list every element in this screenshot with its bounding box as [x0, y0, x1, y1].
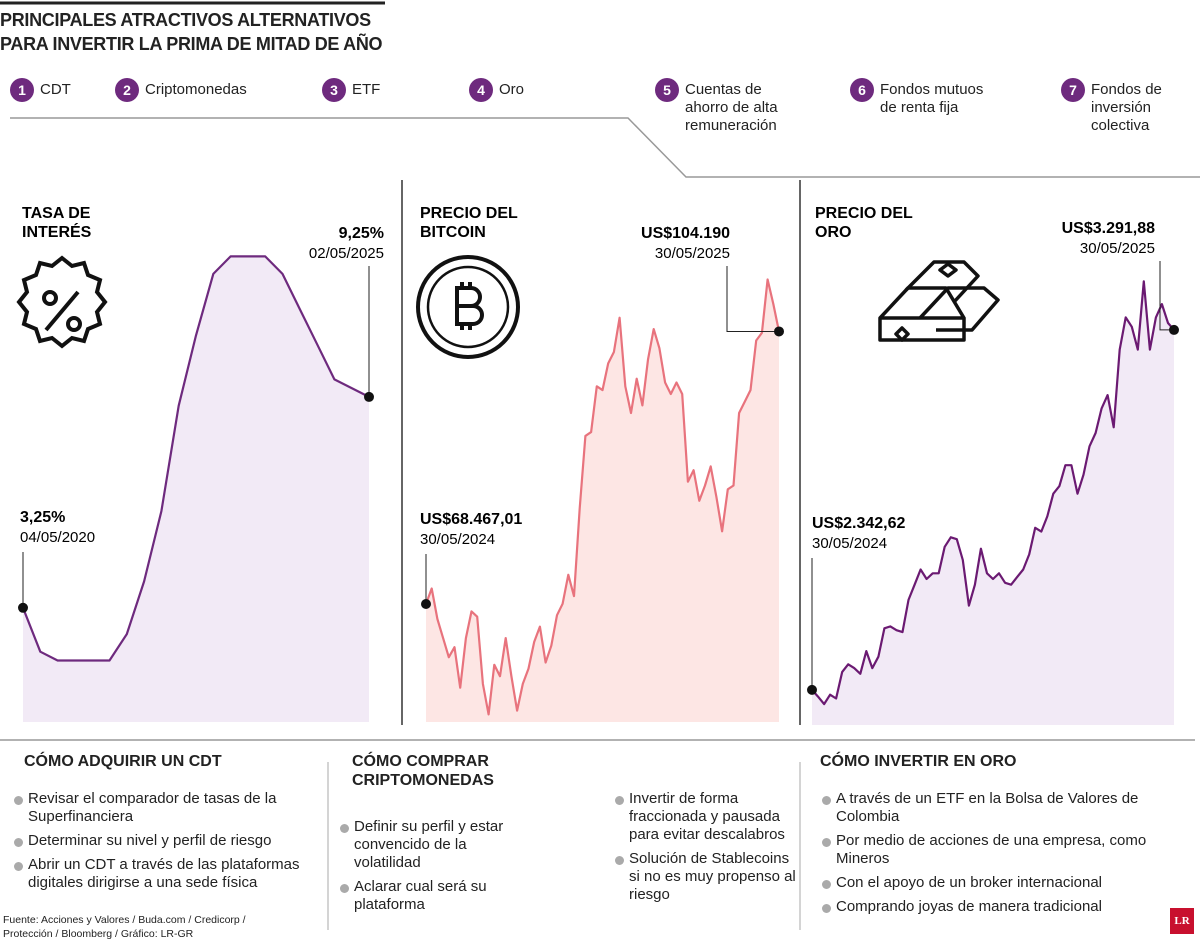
line: [21, 255, 370, 662]
end-dot: [18, 602, 28, 613]
bullet: Determinar su nivel y perfil de riesgo: [14, 832, 314, 850]
chart-title: INTERÉS: [22, 222, 92, 241]
item-label-line: colectiva: [1091, 117, 1150, 134]
list-item: 2 Criptomonedas: [115, 78, 247, 102]
item-label-line: inversión: [1091, 99, 1152, 116]
bullet-list: Definir su perfil y estar convencido de …: [340, 818, 520, 920]
item-label: Oro: [499, 78, 524, 99]
bullet: Revisar el comparador de tasas de la Sup…: [14, 790, 314, 826]
connector: [10, 117, 1200, 178]
value-label: US$2.342,62: [812, 515, 906, 532]
item-label-line: CDT: [40, 81, 71, 98]
list-item: 7 Fondos de inversión colectiva: [1061, 78, 1162, 135]
section-title: CÓMO ADQUIRIR UN CDT: [24, 753, 222, 770]
end-dot: [364, 391, 374, 402]
item-label-line: de renta fija: [880, 99, 959, 116]
title: PRINCIPALES ATRACTIVOS ALTERNATIVOS PARA …: [0, 8, 383, 56]
item-number: 2: [115, 78, 139, 102]
title-line: PARA INVERTIR LA PRIMA DE MITAD DE AÑO: [0, 34, 383, 54]
item-label-line: ETF: [352, 81, 381, 98]
bullet: Solución de Stablecoins si no es muy pro…: [615, 850, 800, 904]
item-number: 6: [850, 78, 874, 102]
line: [424, 278, 781, 716]
date-label: 30/05/2024: [420, 531, 495, 548]
area: [426, 279, 779, 722]
bullet-list: A través de un ETF en la Bolsa de Valore…: [822, 790, 1152, 922]
item-label: Fondos mutuos de renta fija: [880, 78, 983, 117]
end-dot: [807, 684, 817, 695]
title-line: PRINCIPALES ATRACTIVOS ALTERNATIVOS: [0, 10, 371, 30]
percent-icon: [16, 255, 108, 349]
item-label-line: Oro: [499, 81, 525, 98]
bullet: Con el apoyo de un broker internacional: [822, 874, 1152, 892]
gold-icon: [878, 260, 1000, 342]
section-title: CÓMO COMPRAR CRIPTOMONEDAS: [352, 753, 494, 789]
date-label: 02/05/2025: [309, 245, 384, 262]
item-label-line: Fondos mutuos: [880, 81, 984, 98]
item-label-line: Cuentas de: [685, 81, 762, 98]
end-dot: [1169, 324, 1179, 335]
list-item: 4 Oro: [469, 78, 524, 102]
value-label: 3,25%: [20, 509, 65, 526]
area: [812, 281, 1174, 725]
date-label: 04/05/2020: [20, 529, 95, 546]
list-item: 1 CDT: [10, 78, 71, 102]
value-label: US$3.291,88: [1062, 220, 1156, 237]
end-dot: [774, 326, 784, 337]
item-label-line: Fondos de: [1091, 81, 1162, 98]
item-label: ETF: [352, 78, 380, 99]
bullet: Comprando joyas de manera tradicional: [822, 898, 1152, 916]
chart-title: ORO: [815, 224, 851, 241]
item-label: Fondos de inversión colectiva: [1091, 78, 1162, 135]
bullet: Invertir de forma fraccionada y pausada …: [615, 790, 800, 844]
item-label: Criptomonedas: [145, 78, 247, 99]
leader-line: [726, 266, 779, 332]
date-label: 30/05/2024: [812, 535, 887, 552]
bitcoin-icon: [416, 255, 520, 359]
bullet-list: Invertir de forma fraccionada y pausada …: [615, 790, 800, 910]
list-item: 3 ETF: [322, 78, 380, 102]
section-title: CÓMO INVERTIR EN ORO: [820, 753, 1017, 770]
value-label: US$68.467,01: [420, 511, 522, 528]
item-number: 7: [1061, 78, 1085, 102]
item-number: 5: [655, 78, 679, 102]
bullet-list: Revisar el comparador de tasas de la Sup…: [14, 790, 314, 898]
chart-title: BITCOIN: [420, 224, 486, 241]
list-item: 6 Fondos mutuos de renta fija: [850, 78, 983, 117]
item-label: Cuentas de ahorro de alta remuneración: [685, 78, 778, 135]
item-label-line: ahorro de alta: [685, 99, 778, 116]
bullet: Definir su perfil y estar convencido de …: [340, 818, 520, 872]
line: [811, 280, 1175, 706]
bullet: Aclarar cual será su plataforma: [340, 878, 520, 914]
item-label: CDT: [40, 78, 71, 99]
chart-title: PRECIO DEL: [815, 205, 913, 222]
date-label: 30/05/2025: [655, 245, 730, 262]
item-label-line: Criptomonedas: [145, 81, 247, 98]
bullet: Por medio de acciones de una empresa, co…: [822, 832, 1152, 868]
value-label: US$104.190: [641, 225, 730, 242]
chart-title: TASA DE: [22, 205, 91, 222]
item-number: 3: [322, 78, 346, 102]
item-number: 4: [469, 78, 493, 102]
item-number: 1: [10, 78, 34, 102]
value-label: 9,25%: [339, 225, 384, 242]
area: [23, 256, 369, 722]
list-item: 5 Cuentas de ahorro de alta remuneración: [655, 78, 778, 135]
chart-title: PRECIO DEL: [420, 205, 518, 222]
item-label-line: remuneración: [685, 117, 777, 134]
source: Fuente: Acciones y Valores / Buda.com / …: [3, 914, 246, 940]
end-dot: [421, 599, 431, 610]
bullet: Abrir un CDT a través de las plataformas…: [14, 856, 314, 892]
date-label: 30/05/2025: [1080, 240, 1155, 257]
logo: LR: [1170, 908, 1194, 934]
bullet: A través de un ETF en la Bolsa de Valore…: [822, 790, 1152, 826]
